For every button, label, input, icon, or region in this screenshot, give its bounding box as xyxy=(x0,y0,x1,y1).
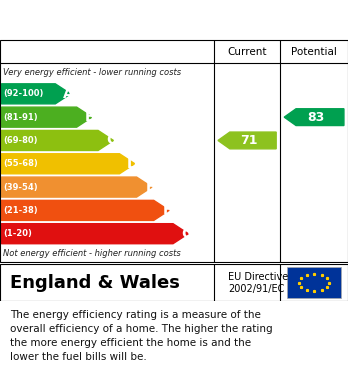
Text: E: E xyxy=(145,180,155,194)
Text: (1-20): (1-20) xyxy=(3,229,32,238)
Polygon shape xyxy=(1,200,169,221)
Text: The energy efficiency rating is a measure of the
overall efficiency of a home. T: The energy efficiency rating is a measur… xyxy=(10,310,273,362)
Text: Not energy efficient - higher running costs: Not energy efficient - higher running co… xyxy=(3,249,181,258)
Text: (21-38): (21-38) xyxy=(3,206,38,215)
Text: C: C xyxy=(106,133,117,147)
Text: (55-68): (55-68) xyxy=(3,159,38,168)
Text: A: A xyxy=(63,87,74,101)
Text: B: B xyxy=(85,110,95,124)
Polygon shape xyxy=(1,107,92,127)
Text: G: G xyxy=(181,227,192,241)
Text: 2002/91/EC: 2002/91/EC xyxy=(228,284,284,294)
Polygon shape xyxy=(1,154,135,174)
Polygon shape xyxy=(218,132,276,149)
Polygon shape xyxy=(1,224,188,244)
Text: (81-91): (81-91) xyxy=(3,113,38,122)
Text: England & Wales: England & Wales xyxy=(10,273,180,292)
Text: (39-54): (39-54) xyxy=(3,183,38,192)
Text: (69-80): (69-80) xyxy=(3,136,38,145)
Polygon shape xyxy=(1,131,113,151)
Polygon shape xyxy=(1,84,71,104)
Text: Very energy efficient - lower running costs: Very energy efficient - lower running co… xyxy=(3,68,182,77)
Bar xyxy=(287,267,341,298)
Text: (92-100): (92-100) xyxy=(3,89,44,98)
Text: EU Directive: EU Directive xyxy=(228,272,288,282)
Text: Energy Efficiency Rating: Energy Efficiency Rating xyxy=(10,16,220,32)
Polygon shape xyxy=(284,109,344,126)
Polygon shape xyxy=(1,177,152,197)
Text: F: F xyxy=(163,203,172,217)
Text: D: D xyxy=(127,157,139,171)
Text: Potential: Potential xyxy=(291,47,337,57)
Text: 71: 71 xyxy=(240,134,258,147)
Text: 83: 83 xyxy=(307,111,324,124)
Text: Current: Current xyxy=(227,47,267,57)
